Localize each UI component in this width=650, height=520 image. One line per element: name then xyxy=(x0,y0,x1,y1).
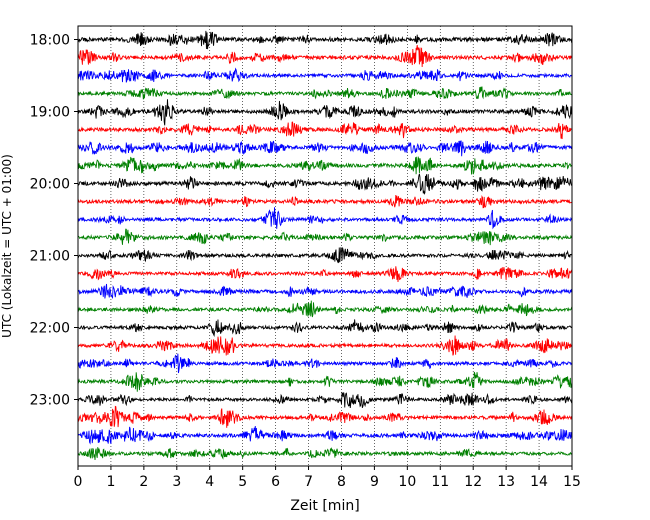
trace-line-2000 xyxy=(77,173,573,195)
x-tick-label: 1 xyxy=(106,474,115,490)
trace-line-1930 xyxy=(77,140,573,157)
x-tick-label: 14 xyxy=(530,474,548,490)
y-axis: 18:00 19:00 20:00 21:00 22:00 23:00 xyxy=(30,33,78,409)
x-tick-label: 7 xyxy=(304,474,313,490)
trace-line-1800 xyxy=(77,30,573,50)
trace-line-2100 xyxy=(77,247,573,264)
trace-line-2030 xyxy=(77,207,573,230)
x-tick-label: 8 xyxy=(337,474,346,490)
trace-lines xyxy=(77,30,573,460)
trace-line-2115 xyxy=(77,266,573,283)
y-tick-label: 18:00 xyxy=(30,33,70,49)
trace-line-1945 xyxy=(77,155,573,175)
y-tick-label: 22:00 xyxy=(30,321,70,337)
x-tick-label: 6 xyxy=(271,474,280,490)
trace-line-2215 xyxy=(77,335,573,356)
x-axis: 0 1 2 3 4 5 6 7 8 9 10 11 12 13 14 15 xyxy=(74,466,581,490)
y-tick-label: 19:00 xyxy=(30,105,70,121)
trace-line-2230 xyxy=(77,353,573,374)
trace-line-2045 xyxy=(77,228,573,246)
trace-line-1845 xyxy=(77,86,573,100)
trace-line-1815 xyxy=(77,44,573,68)
x-tick-label: 2 xyxy=(139,474,148,490)
trace-line-2300 xyxy=(77,391,573,409)
trace-line-2200 xyxy=(77,319,573,337)
trace-line-2015 xyxy=(77,195,573,209)
x-tick-label: 13 xyxy=(497,474,515,490)
y-axis-label: UTC (Lokalzeit = UTC + 01:00) xyxy=(0,154,14,338)
y-tick-label: 20:00 xyxy=(30,177,70,193)
trace-line-1900 xyxy=(77,99,573,126)
x-tick-label: 10 xyxy=(398,474,416,490)
grid-lines xyxy=(110,26,540,466)
x-axis-label: Zeit [min] xyxy=(290,498,359,514)
trace-line-1915 xyxy=(77,121,573,140)
x-tick-label: 12 xyxy=(464,474,482,490)
x-tick-label: 11 xyxy=(431,474,449,490)
trace-line-2345 xyxy=(77,446,573,460)
trace-line-2130 xyxy=(77,283,573,299)
trace-line-2245 xyxy=(77,371,573,392)
x-tick-label: 4 xyxy=(205,474,214,490)
trace-line-1830 xyxy=(77,67,573,83)
trace-line-2330 xyxy=(77,426,573,445)
x-tick-label: 15 xyxy=(563,474,581,490)
plot-frame xyxy=(77,25,573,467)
x-tick-label: 0 xyxy=(74,474,83,490)
trace-line-2315 xyxy=(77,405,573,428)
x-tick-label: 3 xyxy=(172,474,181,490)
y-tick-label: 23:00 xyxy=(30,393,70,409)
x-tick-label: 5 xyxy=(238,474,247,490)
y-tick-label: 21:00 xyxy=(30,249,70,265)
trace-line-2145 xyxy=(77,300,573,318)
x-tick-label: 9 xyxy=(370,474,379,490)
